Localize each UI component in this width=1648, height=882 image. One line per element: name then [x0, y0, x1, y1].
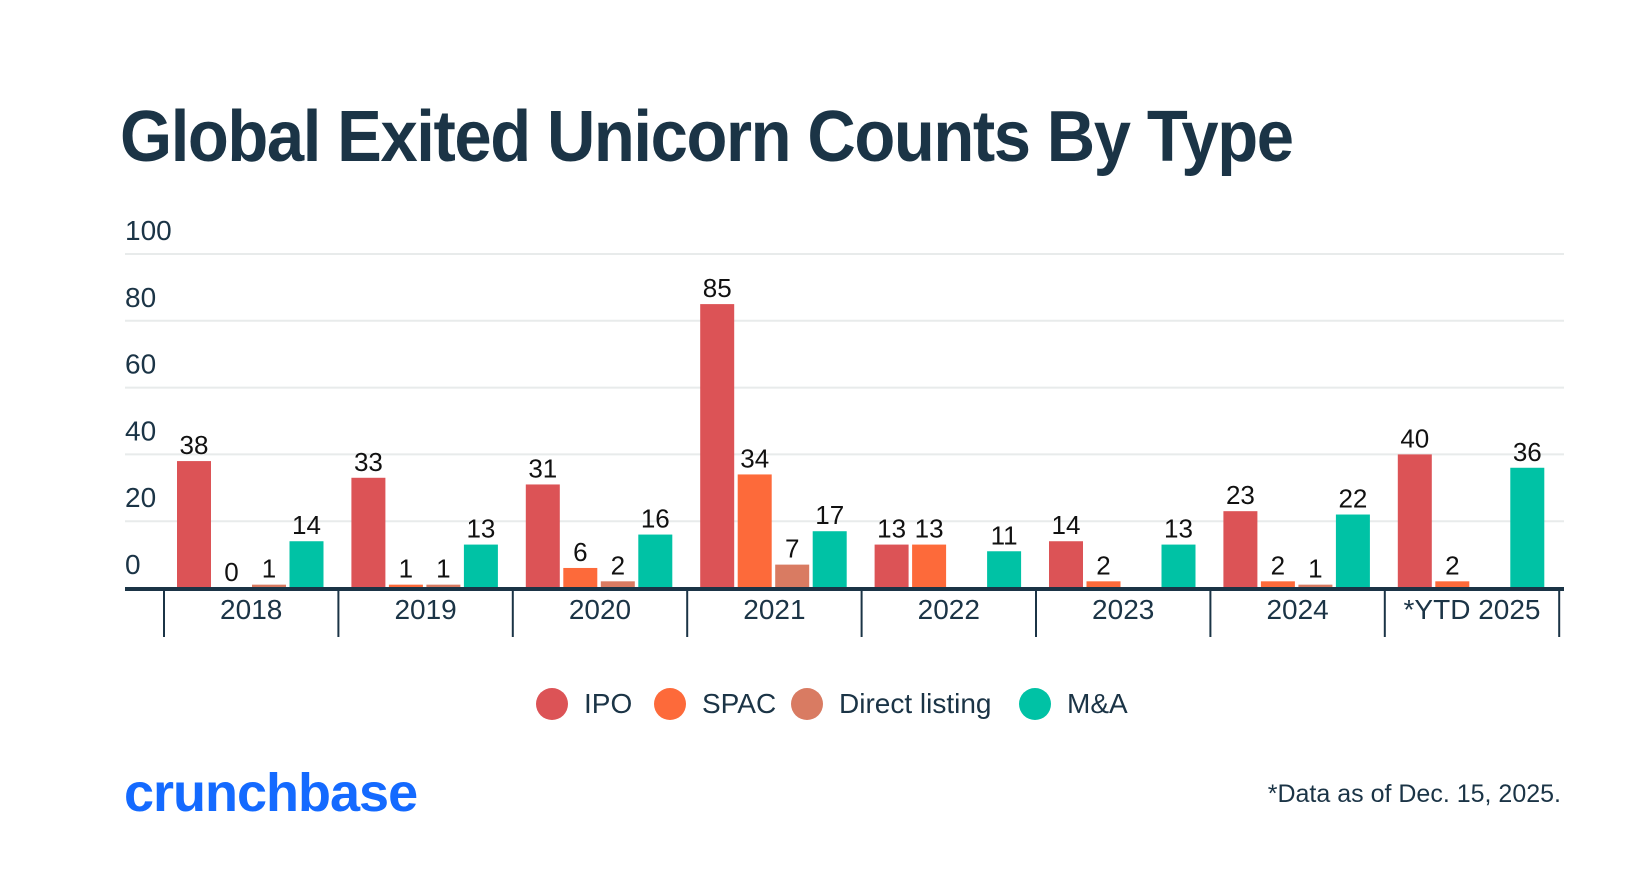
bar-spac — [1086, 581, 1121, 588]
x-tick-label: 2020 — [569, 594, 631, 625]
bar-direct-listing — [775, 564, 810, 588]
bar-ipo — [1223, 511, 1258, 588]
bar-m-a — [812, 531, 847, 588]
legend-swatch-direct-listing — [791, 688, 823, 720]
data-label: 16 — [641, 504, 670, 534]
bar-spac — [388, 584, 423, 588]
legend-item-ipo: IPO — [536, 688, 632, 720]
data-label: 6 — [573, 537, 587, 567]
x-tick-label: 2023 — [1092, 594, 1154, 625]
x-tick-label: 2018 — [220, 594, 282, 625]
bar-m-a — [1510, 467, 1545, 588]
x-tick-label: 2021 — [743, 594, 805, 625]
legend-item-ma: M&A — [1019, 688, 1128, 720]
y-tick-label: 100 — [125, 215, 172, 246]
legend-label: SPAC — [702, 688, 777, 719]
legend: IPO SPAC Direct listing M&A — [0, 688, 1648, 724]
bar-spac — [737, 474, 772, 588]
bar-ipo — [351, 477, 386, 588]
bar-ipo — [1397, 454, 1432, 588]
bar-direct-listing — [426, 584, 461, 588]
x-tick-label: 2019 — [394, 594, 456, 625]
bar-m-a — [463, 544, 498, 588]
data-label: 1 — [436, 554, 450, 584]
legend-label: IPO — [584, 688, 633, 719]
bar-direct-listing — [252, 584, 286, 588]
x-tick-label: 2024 — [1266, 594, 1328, 625]
data-label: 2 — [1096, 550, 1110, 580]
data-label: 13 — [877, 514, 906, 544]
data-label: 7 — [785, 534, 799, 564]
bar-direct-listing — [600, 581, 635, 588]
y-tick-label: 60 — [125, 349, 156, 380]
data-label: 33 — [354, 447, 383, 477]
data-label: 1 — [262, 554, 276, 584]
data-label: 2 — [1271, 550, 1285, 580]
bar-ipo — [1049, 541, 1083, 588]
data-label: 17 — [815, 500, 844, 530]
data-label: 0 — [224, 557, 238, 587]
data-label: 2 — [611, 550, 625, 580]
y-tick-label: 40 — [125, 415, 156, 446]
legend-item-spac: SPAC — [654, 688, 776, 720]
data-label: 85 — [703, 273, 732, 303]
data-label: 13 — [915, 514, 944, 544]
bar-spac — [1260, 581, 1295, 588]
bar-spac — [912, 544, 947, 588]
data-label: 34 — [740, 443, 769, 473]
bar-m-a — [638, 534, 673, 588]
legend-swatch-ma — [1019, 688, 1051, 720]
bar-m-a — [987, 551, 1022, 588]
legend-label: M&A — [1067, 688, 1128, 719]
chart-title: Global Exited Unicorn Counts By Type — [120, 97, 1294, 177]
bar-ipo — [177, 461, 211, 588]
bar-direct-listing — [1298, 584, 1333, 588]
y-tick-label: 80 — [125, 282, 156, 313]
bar-ipo — [700, 304, 735, 588]
legend-label: Direct listing — [839, 688, 992, 719]
data-label: 14 — [292, 510, 321, 540]
crunchbase-logo: crunchbase — [124, 763, 418, 823]
data-label: 36 — [1513, 437, 1542, 467]
bar-ipo — [874, 544, 909, 588]
bar-m-a — [1335, 514, 1370, 588]
data-label: 23 — [1226, 480, 1255, 510]
x-tick-label: 2022 — [918, 594, 980, 625]
bar-ipo — [525, 484, 560, 588]
y-tick-label: 0 — [125, 549, 141, 580]
y-tick-label: 20 — [125, 482, 156, 513]
data-label: 2 — [1445, 550, 1459, 580]
legend-swatch-ipo — [536, 688, 568, 720]
bar-spac — [563, 567, 598, 588]
data-label: 1 — [399, 554, 413, 584]
data-label: 40 — [1400, 423, 1429, 453]
data-label: 38 — [180, 430, 209, 460]
data-label: 1 — [1308, 554, 1322, 584]
data-label: 13 — [1164, 514, 1193, 544]
data-label: 14 — [1052, 510, 1081, 540]
data-label: 13 — [466, 514, 495, 544]
data-label: 31 — [528, 453, 557, 483]
footnote: *Data as of Dec. 15, 2025. — [1267, 780, 1561, 808]
bar-m-a — [289, 541, 324, 588]
data-label: 22 — [1338, 484, 1367, 514]
x-tick-label: *YTD 2025 — [1404, 594, 1541, 625]
legend-swatch-spac — [654, 688, 686, 720]
bar-m-a — [1161, 544, 1196, 588]
data-label: 11 — [991, 520, 1018, 550]
legend-item-direct-listing: Direct listing — [791, 688, 991, 720]
bar-spac — [1435, 581, 1470, 588]
